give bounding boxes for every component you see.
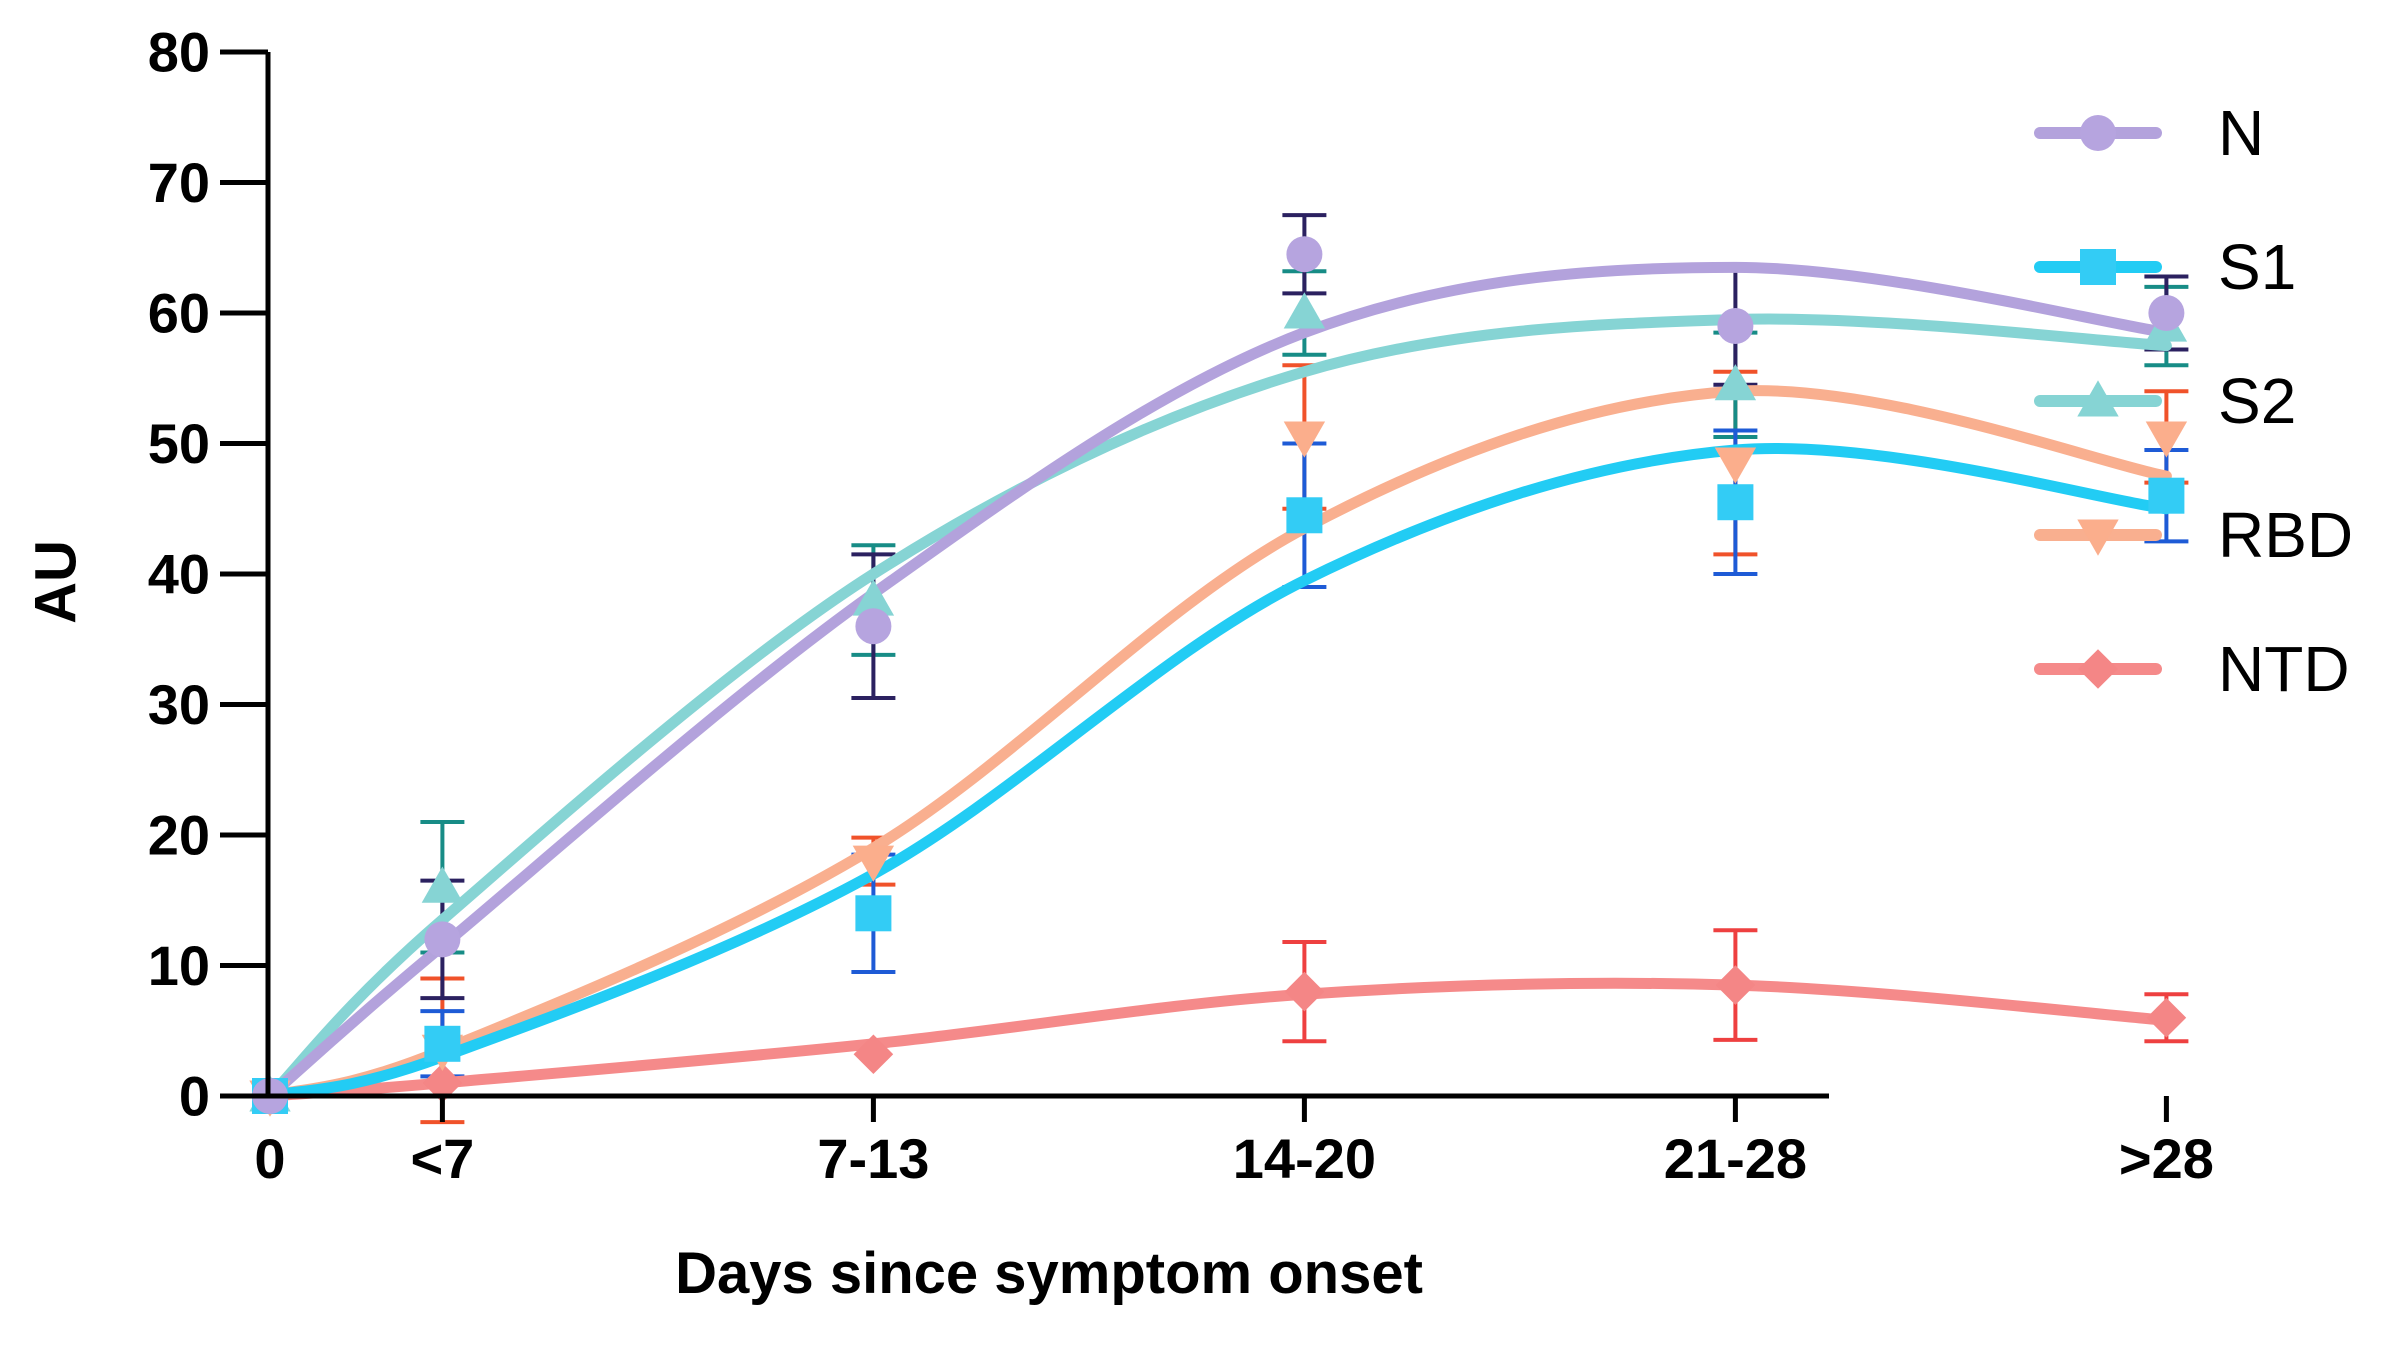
data-point-s1-gt28 — [2148, 477, 2185, 514]
data-point-ntd-14-20 — [1284, 971, 1325, 1012]
legend-marker-rbd — [2077, 519, 2119, 556]
legend-item-s1: S1 — [2034, 231, 2296, 303]
legend-label-s2: S2 — [2218, 365, 2296, 437]
y-tick-label-20: 20 — [148, 804, 210, 867]
legend-item-n: N — [2034, 97, 2264, 169]
y-ticks: 0 10 20 30 40 50 60 70 80 — [148, 21, 268, 1128]
legend-label-ntd: NTD — [2218, 633, 2350, 705]
data-point-s1-14-20 — [1286, 497, 1323, 534]
data-point-s2-lt7 — [421, 866, 464, 903]
y-tick-label-10: 10 — [148, 934, 210, 997]
data-point-s2-21-28 — [1714, 364, 1757, 401]
x-tick-label-14-20: 14-20 — [1233, 1127, 1376, 1190]
data-point-s1-7-13 — [855, 895, 892, 932]
y-tick-label-30: 30 — [148, 673, 210, 736]
data-point-rbd-gt28 — [2145, 421, 2188, 458]
y-tick-label-0: 0 — [179, 1065, 210, 1128]
data-point-s1-lt7 — [424, 1025, 461, 1062]
markers — [249, 236, 2188, 1117]
data-point-n-7-13 — [855, 608, 892, 645]
data-point-rbd-21-28 — [1714, 447, 1757, 484]
data-point-n-14-20 — [1286, 236, 1323, 273]
series-line-n — [264, 261, 2172, 1102]
y-tick-label-50: 50 — [148, 412, 210, 475]
fit-lines — [264, 261, 2172, 1102]
data-point-rbd-14-20 — [1283, 421, 1326, 458]
axes: 0 10 20 30 40 50 60 70 80 0 <7 7-13 14-20 21-28 >28 — [148, 21, 2214, 1191]
data-point-rbd-7-13 — [852, 845, 895, 882]
y-tick-label-40: 40 — [148, 543, 210, 606]
x-tick-label-21-28: 21-28 — [1664, 1127, 1807, 1190]
legend-item-s2: S2 — [2034, 365, 2296, 437]
data-point-n-21-28 — [1717, 308, 1754, 345]
data-point-ntd-21-28 — [1715, 965, 1756, 1005]
legend-label-rbd: RBD — [2218, 499, 2353, 571]
data-point-s2-14-20 — [1283, 292, 1326, 329]
plot-area — [249, 213, 2189, 1125]
x-tick-label-0: 0 — [254, 1127, 285, 1190]
y-axis-title: AU — [23, 540, 88, 624]
y-tick-label-60: 60 — [148, 282, 210, 345]
x-ticks: 0 <7 7-13 14-20 21-28 >28 — [254, 1096, 2214, 1190]
series-line-rbd — [264, 385, 2172, 1102]
x-tick-label-gt28: >28 — [2119, 1127, 2214, 1190]
legend-marker-s1 — [2080, 249, 2116, 285]
data-point-ntd-7-13 — [853, 1034, 894, 1075]
data-point-ntd-lt7 — [422, 1063, 463, 1103]
data-point-s1-21-28 — [1717, 484, 1754, 521]
data-point-n-lt7 — [424, 921, 461, 958]
x-tick-label-7-13: 7-13 — [817, 1127, 929, 1190]
legend: N S1 S2 RBD NTD — [2034, 97, 2353, 705]
legend-item-ntd: NTD — [2034, 633, 2350, 705]
x-axis-title: Days since symptom onset — [675, 1241, 1423, 1306]
y-tick-label-70: 70 — [148, 151, 210, 214]
legend-item-rbd: RBD — [2034, 499, 2353, 571]
legend-marker-n — [2080, 115, 2116, 151]
data-point-ntd-gt28 — [2146, 997, 2187, 1038]
series-line-s1 — [264, 442, 2172, 1102]
legend-marker-ntd — [2078, 649, 2118, 689]
data-point-n-gt28 — [2148, 295, 2185, 331]
series-line-s2 — [264, 313, 2172, 1102]
data-point-s2-7-13 — [852, 579, 895, 616]
legend-marker-s2 — [2077, 380, 2119, 417]
x-tick-label-lt7: <7 — [410, 1127, 474, 1190]
legend-label-s1: S1 — [2218, 231, 2296, 303]
y-tick-label-80: 80 — [148, 21, 210, 84]
legend-label-n: N — [2218, 97, 2264, 169]
